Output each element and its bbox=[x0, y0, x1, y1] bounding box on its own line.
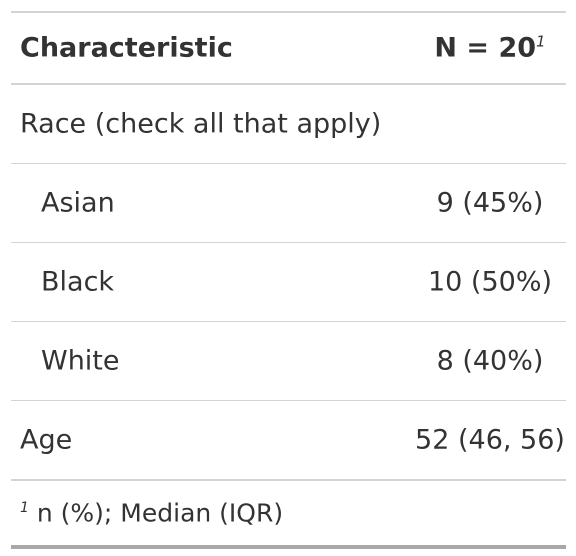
bottom-rule bbox=[11, 545, 566, 549]
table-row-black: Black 10 (50%) bbox=[11, 243, 566, 321]
row-label: White bbox=[41, 345, 120, 377]
row-label: Age bbox=[20, 424, 73, 456]
header-rule bbox=[11, 83, 566, 85]
row-label: Black bbox=[41, 266, 115, 298]
footnote-text: n (%); Median (IQR) bbox=[36, 498, 284, 528]
table-header-row: Characteristic N = 201 bbox=[11, 13, 566, 83]
header-characteristic: Characteristic bbox=[20, 32, 233, 64]
header-footnote-mark: 1 bbox=[536, 32, 546, 51]
row-value: 8 (40%) bbox=[436, 345, 544, 377]
row-divider bbox=[11, 321, 566, 322]
footnote-mark: 1 bbox=[20, 500, 29, 517]
row-divider bbox=[11, 242, 566, 243]
header-n: N = 201 bbox=[390, 33, 576, 64]
row-value: 52 (46, 56) bbox=[415, 424, 565, 456]
table-row-asian: Asian 9 (45%) bbox=[11, 164, 566, 242]
row-value: 9 (45%) bbox=[436, 187, 544, 219]
table-row-race: Race (check all that apply) bbox=[11, 85, 566, 163]
row-label: Race (check all that apply) bbox=[20, 108, 382, 140]
table-row-white: White 8 (40%) bbox=[11, 322, 566, 400]
row-divider bbox=[11, 400, 566, 401]
table-footnote: 1 n (%); Median (IQR) bbox=[11, 481, 566, 545]
header-n-label: N = 20 bbox=[434, 32, 537, 64]
body-bottom-rule bbox=[11, 479, 566, 481]
row-value: 10 (50%) bbox=[427, 266, 553, 298]
footnote-text-wrap: 1 n (%); Median (IQR) bbox=[20, 499, 283, 528]
row-label: Asian bbox=[41, 187, 115, 219]
table-row-age: Age 52 (46, 56) bbox=[11, 401, 566, 479]
row-divider bbox=[11, 163, 566, 164]
summary-table: Characteristic N = 201 Race (check all t… bbox=[11, 11, 566, 549]
top-rule bbox=[11, 11, 566, 13]
